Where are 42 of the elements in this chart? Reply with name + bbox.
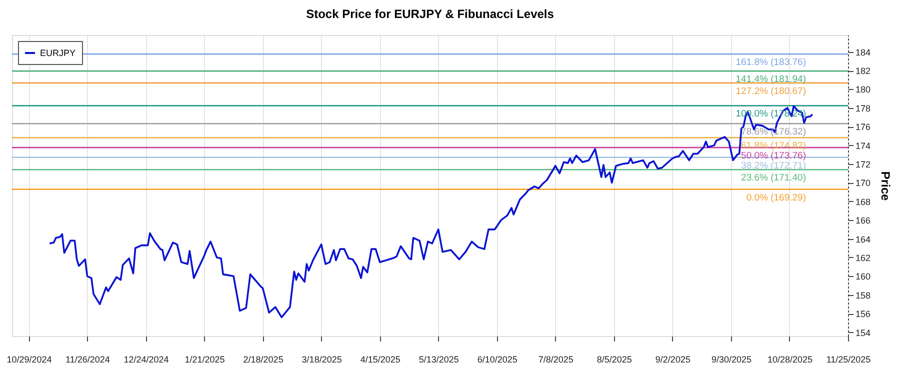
y-tick-label: 172	[856, 160, 871, 170]
y-tick-label: 184	[856, 47, 871, 58]
legend-label: EURJPY	[40, 48, 76, 58]
x-tick-label: 8/5/2025	[596, 354, 632, 364]
x-tick-label: 11/25/2025	[826, 354, 871, 364]
y-tick-label: 164	[856, 234, 871, 244]
line-series	[48, 105, 814, 318]
y-tick-label: 176	[856, 122, 871, 132]
ref-line-label: 127.2% (180.67)	[736, 86, 806, 97]
y-tick-label: 154	[856, 328, 871, 338]
y-tick-label: 170	[856, 178, 871, 188]
ref-line-label: 50.0% (173.76)	[741, 150, 806, 162]
x-tick-label: 7/8/2025	[538, 354, 574, 364]
ref-line-label: 161.8% (183.76)	[736, 57, 806, 68]
ref-line-label: 141.4% (181.94)	[736, 74, 806, 86]
x-tick-label: 1/21/2025	[184, 354, 225, 364]
x-tick-label: 3/18/2025	[302, 354, 342, 364]
x-tick-label: 11/26/2024	[66, 354, 110, 364]
y-tick-label: 168	[856, 196, 871, 207]
y-tick-label: 156	[856, 309, 871, 320]
x-tick-label: 10/28/2025	[767, 354, 813, 364]
ref-line-label: 23.6% (171.40)	[741, 172, 806, 184]
y-axis-title: Price	[878, 171, 893, 201]
x-tick-label: 9/30/2025	[711, 354, 752, 364]
y-tick-label: 166	[856, 216, 871, 226]
y-tick-label: 182	[856, 66, 871, 76]
x-tick-label: 5/13/2025	[418, 354, 459, 364]
ref-line-label: 38.2% (172.71)	[741, 160, 806, 172]
chart-title: Stock Price for EURJPY & Fibunacci Levels	[306, 7, 554, 21]
y-tick-label: 178	[856, 103, 871, 114]
x-tick-label: 10/29/2024	[6, 354, 52, 364]
x-tick-label: 2/18/2025	[243, 354, 284, 364]
y-tick-label: 162	[856, 252, 871, 263]
x-tick-label: 9/2/2025	[655, 354, 690, 364]
ref-line-label: 0.0% (169.29)	[746, 192, 806, 204]
x-tick-label: 6/10/2025	[477, 354, 518, 364]
y-tick-label: 180	[856, 84, 871, 95]
y-tick-label: 174	[856, 140, 871, 151]
x-tick-label: 12/24/2024	[124, 354, 169, 364]
y-tick-label: 158	[856, 290, 871, 300]
y-tick-label: 160	[856, 272, 871, 282]
x-tick-label: 4/15/2025	[360, 354, 400, 364]
